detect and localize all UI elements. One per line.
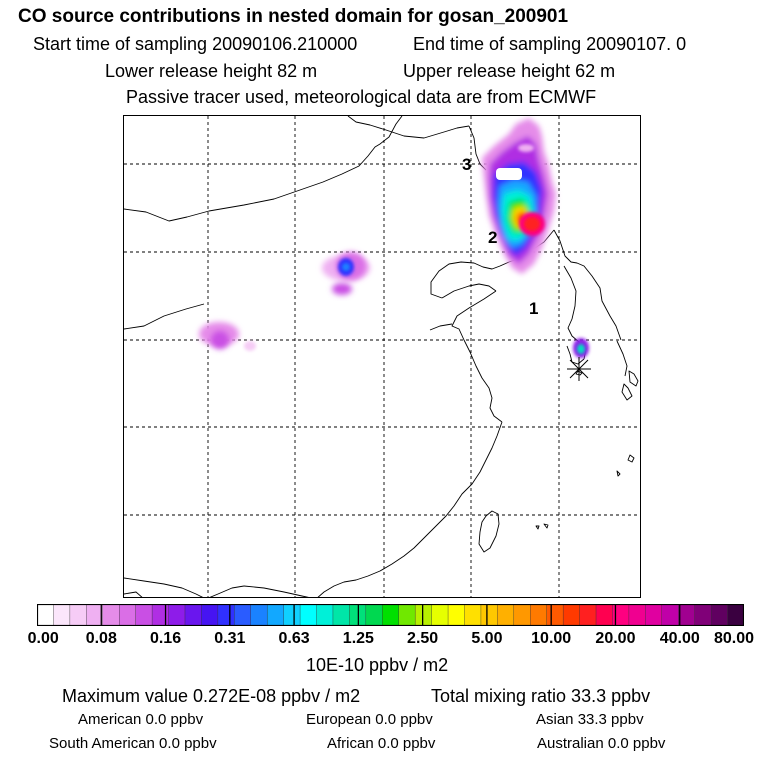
colorbar-cell (579, 604, 597, 626)
plume-central (322, 252, 370, 295)
plume-west (199, 322, 256, 351)
colorbar-major-dividers (100, 604, 681, 626)
colorbar-cell (414, 604, 433, 626)
colorbar-tick-label: 80.00 (713, 630, 755, 647)
upper-release-label: Upper release height 62 m (403, 61, 616, 81)
colorbar-cell (135, 604, 153, 626)
colorbar-cell (234, 604, 252, 626)
tracer-label: Passive tracer used, meteorological data… (126, 87, 597, 107)
colorbar-cell (546, 604, 564, 626)
australian-label: Australian 0.0 ppbv (537, 735, 666, 752)
colorbar-cell (37, 604, 55, 626)
colorbar-cell (645, 604, 663, 626)
colorbar-cell (447, 604, 466, 626)
colorbar-cell (168, 604, 186, 626)
colorbar-cell (513, 604, 531, 626)
colorbar-cell (102, 604, 120, 626)
plume-receptor (573, 338, 589, 358)
colorbar-cell (595, 604, 614, 626)
colorbar-tick-label: 0.16 (149, 630, 182, 647)
colorbar (37, 604, 744, 626)
colorbar-cell (382, 604, 400, 626)
colorbar-cells (37, 604, 744, 626)
colorbar-cell (316, 604, 334, 626)
colorbar-cell (628, 604, 646, 626)
colorbar-cell (201, 604, 219, 626)
colorbar-cell (266, 604, 285, 626)
american-label: American 0.0 ppbv (78, 711, 204, 728)
colorbar-cell (299, 604, 318, 626)
coastlines (124, 116, 639, 597)
european-label: European 0.0 ppbv (306, 711, 433, 728)
colorbar-tick-label: 0.08 (85, 630, 117, 647)
colorbar-cell (727, 604, 744, 626)
colorbar-tick-label: 0.00 (27, 630, 59, 647)
colorbar-cell (398, 604, 416, 626)
chart-title: CO source contributions in nested domain… (18, 6, 569, 27)
colorbar-unit-label: 10E-10 ppbv / m2 (306, 655, 449, 675)
colorbar-cell (661, 604, 679, 626)
colorbar-cell (250, 604, 268, 626)
colorbar-cell (69, 604, 87, 626)
marker-3: 3 (462, 155, 471, 174)
map-panel: 3 2 1 (123, 115, 641, 598)
colorbar-cell (694, 604, 712, 626)
lower-release-label: Lower release height 82 m (105, 61, 318, 81)
colorbar-tick-label: 20.00 (595, 630, 636, 647)
colorbar-tick-label: 0.63 (278, 630, 310, 647)
colorbar-cell (53, 604, 71, 626)
marker-1: 1 (529, 299, 538, 318)
colorbar-tick-label: 1.25 (342, 630, 374, 647)
colorbar-cell (562, 604, 581, 626)
colorbar-cell (480, 604, 498, 626)
colorbar-cell (283, 604, 301, 626)
colorbar-cell (464, 604, 482, 626)
colorbar-cell (678, 604, 696, 626)
colorbar-cell (497, 604, 515, 626)
colorbar-tick-label: 5.00 (471, 630, 503, 647)
colorbar-cell (332, 604, 350, 626)
plume-northeast (482, 118, 556, 274)
colorbar-cell (431, 604, 449, 626)
african-label: African 0.0 ppbv (327, 735, 436, 752)
colorbar-cell (119, 604, 137, 626)
colorbar-cell (184, 604, 203, 626)
total-mixing-label: Total mixing ratio 33.3 ppbv (431, 686, 651, 706)
colorbar-tick-label: 2.50 (407, 630, 439, 647)
colorbar-tick-label: 40.00 (659, 630, 700, 647)
map-canvas: 3 2 1 (124, 116, 640, 597)
colorbar-cell (530, 604, 548, 626)
end-time-label: End time of sampling 20090107. 0 (413, 34, 687, 54)
asian-label: Asian 33.3 ppbv (536, 711, 644, 728)
colorbar-tick-label: 0.31 (214, 630, 246, 647)
south-american-label: South American 0.0 ppbv (49, 735, 217, 752)
colorbar-cell (710, 604, 729, 626)
colorbar-cell (217, 604, 235, 626)
asterisk-icon (567, 357, 591, 381)
colorbar-cell (151, 604, 170, 626)
colorbar-cell (365, 604, 383, 626)
start-time-label: Start time of sampling 20090106.210000 (33, 34, 358, 54)
graticule (124, 116, 640, 597)
max-value-label: Maximum value 0.272E-08 ppbv / m2 (62, 686, 361, 706)
marker-2: 2 (488, 228, 497, 247)
colorbar-tick-label: 10.00 (531, 630, 572, 647)
